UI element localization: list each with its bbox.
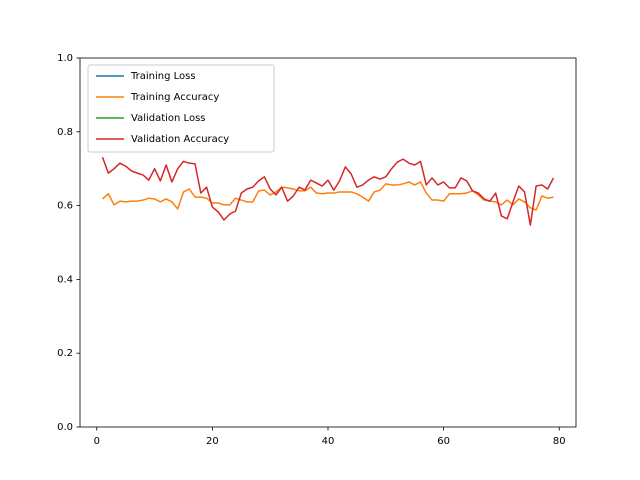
y-tick-label: 0.0: [57, 422, 73, 433]
legend-box: [87, 64, 275, 153]
x-tick-label: 20: [206, 436, 219, 447]
y-tick-label: 1.0: [57, 53, 73, 64]
y-tick-label: 0.2: [57, 348, 73, 359]
legend-label: Training Accuracy: [130, 92, 219, 103]
plot-frame: [79, 57, 577, 428]
legend-label: Validation Loss: [131, 113, 206, 124]
x-tick-label: 40: [322, 436, 335, 447]
data-line: [102, 181, 554, 211]
legend-label: Training Loss: [130, 71, 196, 82]
y-tick-label: 0.6: [57, 201, 73, 212]
x-tick-label: 60: [437, 436, 450, 447]
data-line: [101, 157, 555, 226]
x-tick-label: 0: [94, 436, 100, 447]
y-tick-label: 0.4: [57, 274, 73, 285]
x-tick-label: 80: [553, 436, 566, 447]
legend-label: Validation Accuracy: [131, 134, 229, 145]
y-tick-label: 0.8: [57, 127, 73, 138]
